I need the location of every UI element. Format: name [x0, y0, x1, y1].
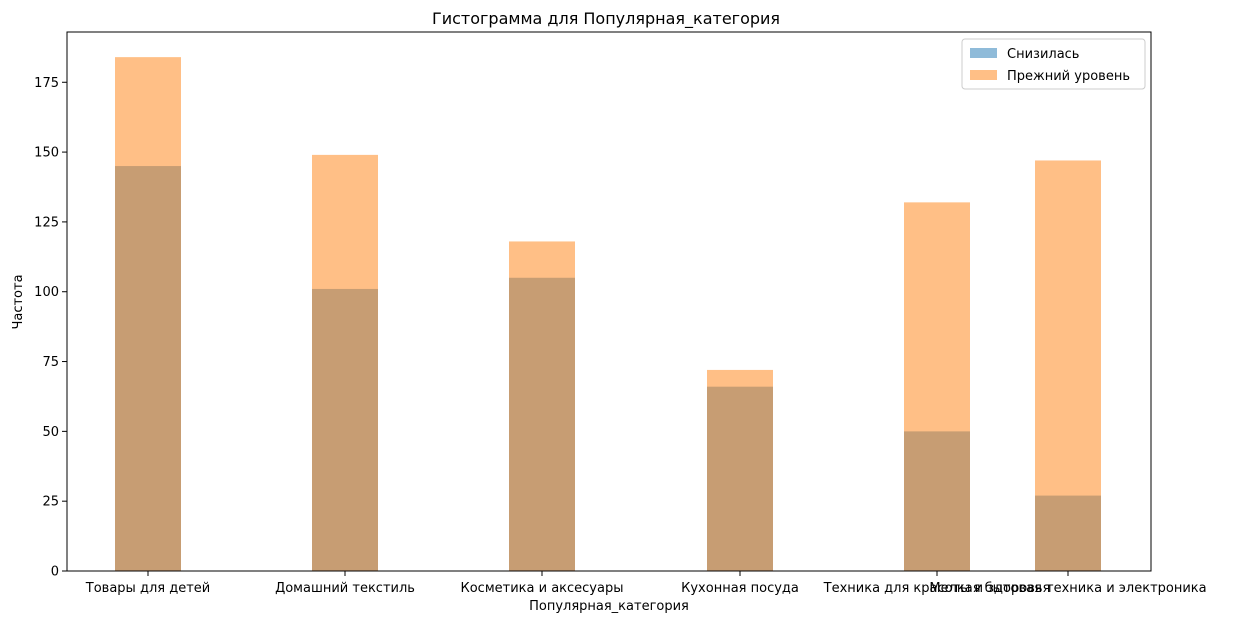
x-axis-label: Популярная_категория — [529, 599, 689, 614]
legend-swatch — [970, 48, 997, 58]
y-tick-label: 150 — [34, 146, 59, 161]
bar-series-2-2 — [312, 154, 378, 571]
y-tick-label: 100 — [34, 285, 59, 300]
bar-series-2-5 — [904, 202, 970, 571]
x-tick-label: Техника для красоты и здоровья — [823, 581, 1051, 596]
chart-title: Гистограмма для Популярная_категория — [432, 9, 780, 29]
bar-series-2-4 — [707, 369, 773, 571]
y-tick-label: 175 — [34, 76, 59, 91]
y-tick-label: 0 — [51, 565, 59, 580]
bar-series-2-6 — [1035, 160, 1101, 572]
y-tick-label: 125 — [34, 215, 59, 230]
legend-swatch — [970, 70, 997, 80]
y-tick-label: 75 — [42, 355, 59, 370]
legend-box — [961, 38, 1146, 90]
x-tick-label: Мелкая бытовая техника и электроника — [929, 581, 1206, 596]
bar-series-2-1 — [115, 57, 181, 572]
legend: Снизилась Прежний уровень — [961, 38, 1146, 90]
y-axis: 0 25 50 75 100 125 150 175 — [34, 76, 67, 580]
y-tick-label: 25 — [42, 495, 59, 510]
x-tick-label: Товары для детей — [85, 581, 210, 596]
bars-layer — [115, 57, 1101, 572]
bar-series-2-3 — [509, 241, 575, 571]
x-tick-label: Домашний текстиль — [275, 581, 415, 596]
x-axis: Товары для детей Домашний текстиль Космети… — [85, 571, 1207, 596]
x-tick-label: Кухонная посуда — [681, 581, 799, 596]
y-axis-label: Частота — [11, 274, 26, 329]
plot-area-frame — [66, 31, 1152, 572]
legend-label: Снизилась — [1007, 47, 1079, 62]
legend-label: Прежний уровень — [1007, 69, 1130, 84]
y-tick-label: 50 — [42, 425, 59, 440]
x-tick-label: Косметика и аксесуары — [461, 581, 624, 596]
